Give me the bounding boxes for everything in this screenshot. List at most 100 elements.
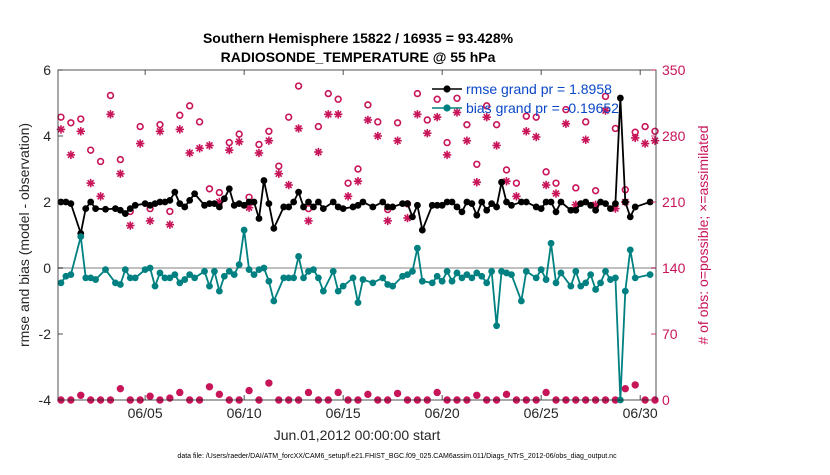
rmse-point-29 — [225, 185, 233, 193]
obs-assimilated-marker-15 — [205, 141, 214, 150]
obs-low-marker-58 — [631, 381, 639, 389]
obs-assimilated-marker-44 — [492, 141, 501, 150]
bias-point-23 — [191, 274, 199, 282]
obs-assimilated-marker-38 — [432, 112, 442, 122]
obs-assimilated-marker-41 — [462, 136, 472, 145]
obs-possible-marker-47 — [522, 112, 531, 120]
obs-possible-marker-44 — [492, 120, 501, 129]
rmse-point-10 — [121, 210, 129, 217]
obs-assimilated-marker-22 — [274, 169, 283, 178]
rmse-point-75 — [488, 200, 496, 208]
rmse-point-74 — [483, 206, 491, 214]
bias-point-36 — [260, 264, 268, 272]
obs-assimilated-marker-34 — [393, 136, 402, 145]
bias-point-6 — [92, 276, 100, 283]
bias-point-52 — [354, 299, 362, 307]
obs-assimilated-marker-20 — [254, 148, 264, 158]
x-tick-label-4: 06/25 — [524, 405, 559, 421]
bias-point-60 — [409, 267, 416, 275]
bias-point-21 — [181, 276, 189, 283]
bias-point-7 — [102, 266, 109, 274]
obs-low-marker-25 — [304, 388, 313, 397]
obs-possible-marker-2 — [77, 115, 85, 123]
obs-possible-marker-37 — [423, 116, 431, 124]
bias-point-92 — [587, 271, 595, 278]
obs-possible-marker-13 — [185, 102, 194, 110]
rmse-point-42 — [295, 188, 302, 196]
obs-possible-marker-11 — [166, 207, 174, 216]
x-axis-ticks: 06/05 06/10 06/15 06/20 06/25 06/30 — [128, 70, 658, 421]
rmse-point-55 — [379, 198, 387, 206]
bias-point-80 — [517, 297, 525, 305]
rmse-point-72 — [473, 211, 481, 219]
rmse-point-98 — [616, 94, 624, 102]
x-tick-label-0: 06/05 — [128, 405, 163, 421]
obs-assimilated-marker-6 — [116, 169, 125, 178]
rmse-point-60 — [409, 213, 416, 221]
x-axis-label: Jun.01,2012 00:00:00 start — [274, 427, 441, 443]
rmse-point-27 — [215, 203, 223, 211]
rmse-point-12 — [131, 201, 139, 209]
y2-tick-label-4: 280 — [662, 128, 686, 144]
rmse-point-66 — [443, 198, 451, 206]
rmse-point-81 — [522, 198, 530, 206]
legend-rmse-marker — [443, 85, 451, 93]
bias-point-47 — [319, 287, 327, 295]
obs-possible-marker-49 — [542, 168, 550, 176]
bias-point-61 — [413, 244, 421, 252]
obs-assimilated-marker-31 — [363, 115, 373, 125]
rmse-point-73 — [478, 198, 486, 206]
rmse-point-85 — [547, 198, 555, 206]
rmse-point-71 — [468, 200, 476, 208]
obs-assimilated-marker-8 — [135, 139, 145, 148]
rmse-point-40 — [285, 203, 293, 211]
rmse-point-101 — [631, 203, 639, 211]
obs-possible-marker-15 — [205, 185, 214, 193]
bias-point-57 — [389, 282, 397, 290]
obs-assimilated-marker-40 — [452, 108, 462, 117]
obs-assimilated-marker-39 — [442, 150, 452, 160]
obs-possible-marker-3 — [86, 146, 95, 154]
rmse-point-46 — [314, 198, 322, 206]
rmse-point-43 — [300, 203, 307, 211]
y2-tick-label-1: 70 — [662, 326, 678, 342]
obs-assimilated-marker-51 — [561, 119, 571, 128]
obs-low-marker-45 — [502, 390, 511, 399]
obs-assimilated-marker-24 — [294, 124, 303, 133]
x-tick-label-2: 06/15 — [326, 405, 361, 421]
y2-axis-ticks: 0 70 140 210 280 350 — [651, 62, 686, 408]
bias-point-42 — [295, 253, 302, 260]
obs-low-marker-16 — [215, 390, 224, 399]
bias-point-83 — [537, 266, 545, 274]
obs-assimilated-marker-55 — [601, 106, 610, 115]
obs-assimilated-marker-37 — [423, 128, 432, 138]
bias-point-66 — [443, 267, 451, 275]
obs-low-marker-9 — [146, 392, 154, 400]
obs-assimilated-marker-11 — [165, 220, 175, 229]
y2-axis-label: # of obs: o=possible; ×=assimilated — [695, 125, 711, 344]
obs-possible-marker-55 — [601, 92, 610, 101]
obs-assimilated-marker-58 — [631, 133, 640, 143]
y-tick-label-1: -2 — [39, 326, 52, 342]
rmse-point-37 — [265, 200, 273, 208]
obs-assimilated-marker-46 — [512, 192, 521, 201]
obs-possible-marker-43 — [482, 102, 491, 110]
bias-point-15 — [151, 282, 159, 290]
bias-point-87 — [557, 269, 565, 277]
obs-low-marker-15 — [205, 383, 214, 391]
obs-assimilated-marker-60 — [650, 136, 660, 145]
obs-possible-marker-51 — [562, 105, 570, 114]
rmse-point-2 — [67, 200, 75, 208]
obs-assimilated-marker-48 — [532, 132, 541, 142]
rmse-point-92 — [587, 201, 595, 209]
rmse-point-87 — [557, 198, 565, 206]
rmse-point-22 — [186, 196, 194, 204]
bias-point-70 — [463, 271, 471, 278]
obs-assimilated-marker-27 — [324, 110, 333, 119]
obs-assimilated-marker-32 — [373, 131, 382, 141]
bias-point-72 — [473, 269, 481, 277]
bias-point-10 — [121, 266, 129, 274]
legend-rmse-label: rmse grand pr = 1.8958 — [466, 81, 612, 97]
rmse-point-58 — [399, 200, 406, 208]
legend: rmse grand pr = 1.8958 bias grand pr = -… — [432, 81, 619, 116]
